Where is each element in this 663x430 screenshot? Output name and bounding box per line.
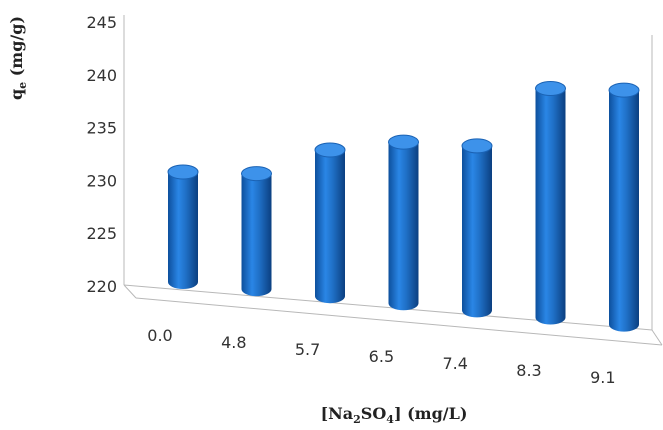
x-tick-label: 4.8 <box>221 333 246 352</box>
y-axis-title-unit: (mg/g) <box>7 16 26 82</box>
y-axis-title: qe (mg/g) <box>7 16 29 100</box>
x-axis-title: [Na2SO4] (mg/L) <box>321 404 468 426</box>
x-tick-label: 0.0 <box>147 326 172 345</box>
floor-right-edge <box>651 329 663 346</box>
y-tick-label: 225 <box>86 224 117 243</box>
y-tick-label: 230 <box>86 171 117 190</box>
bar-body <box>535 88 566 325</box>
bar-body <box>388 142 419 311</box>
x-tick-label: 6.5 <box>369 347 394 366</box>
bar-top <box>388 134 419 150</box>
bar-body <box>241 173 272 297</box>
y-tick-labels: 220 225 230 235 240 245 <box>86 13 117 296</box>
bar <box>314 142 346 304</box>
bar-body <box>168 171 198 289</box>
bar-top <box>461 138 493 154</box>
x-axis-title-sub1: 2 <box>353 413 361 426</box>
y-axis-title-sub: e <box>16 82 29 89</box>
bar-series <box>167 80 640 332</box>
bar-top <box>608 82 640 98</box>
floor-back-edge <box>123 284 653 331</box>
x-tick-label: 9.1 <box>590 368 615 387</box>
bar-top <box>241 166 272 182</box>
bar-body <box>609 90 639 332</box>
bar <box>608 82 640 332</box>
bar-body <box>462 145 492 318</box>
y-tick-label: 245 <box>86 13 117 32</box>
y-tick-label: 240 <box>86 66 117 85</box>
x-tick-label: 7.4 <box>442 354 467 373</box>
floor-front-edge <box>135 297 663 346</box>
bar <box>167 164 199 289</box>
x-axis-title-post: ] (mg/L) <box>394 404 468 423</box>
x-axis-title-sub2: 4 <box>386 413 394 426</box>
x-tick-label: 5.7 <box>295 340 320 359</box>
floor-left-edge <box>123 284 137 299</box>
bar-body <box>315 149 345 304</box>
chart-frame <box>123 15 663 346</box>
bar <box>461 138 493 318</box>
bar-top <box>314 142 346 158</box>
bar <box>535 80 566 325</box>
bar-top <box>535 80 566 96</box>
bar <box>241 166 272 297</box>
x-axis-title-pre: [Na <box>321 404 354 423</box>
y-tick-label: 235 <box>86 119 117 138</box>
y-axis-title-main: q <box>7 89 26 100</box>
y-tick-label: 220 <box>86 277 117 296</box>
x-axis-title-mid: SO <box>361 404 387 423</box>
bar <box>388 134 419 311</box>
x-tick-label: 8.3 <box>516 361 541 380</box>
bar-top <box>167 164 199 180</box>
x-tick-labels: 0.0 4.8 5.7 6.5 7.4 8.3 9.1 <box>147 326 615 387</box>
